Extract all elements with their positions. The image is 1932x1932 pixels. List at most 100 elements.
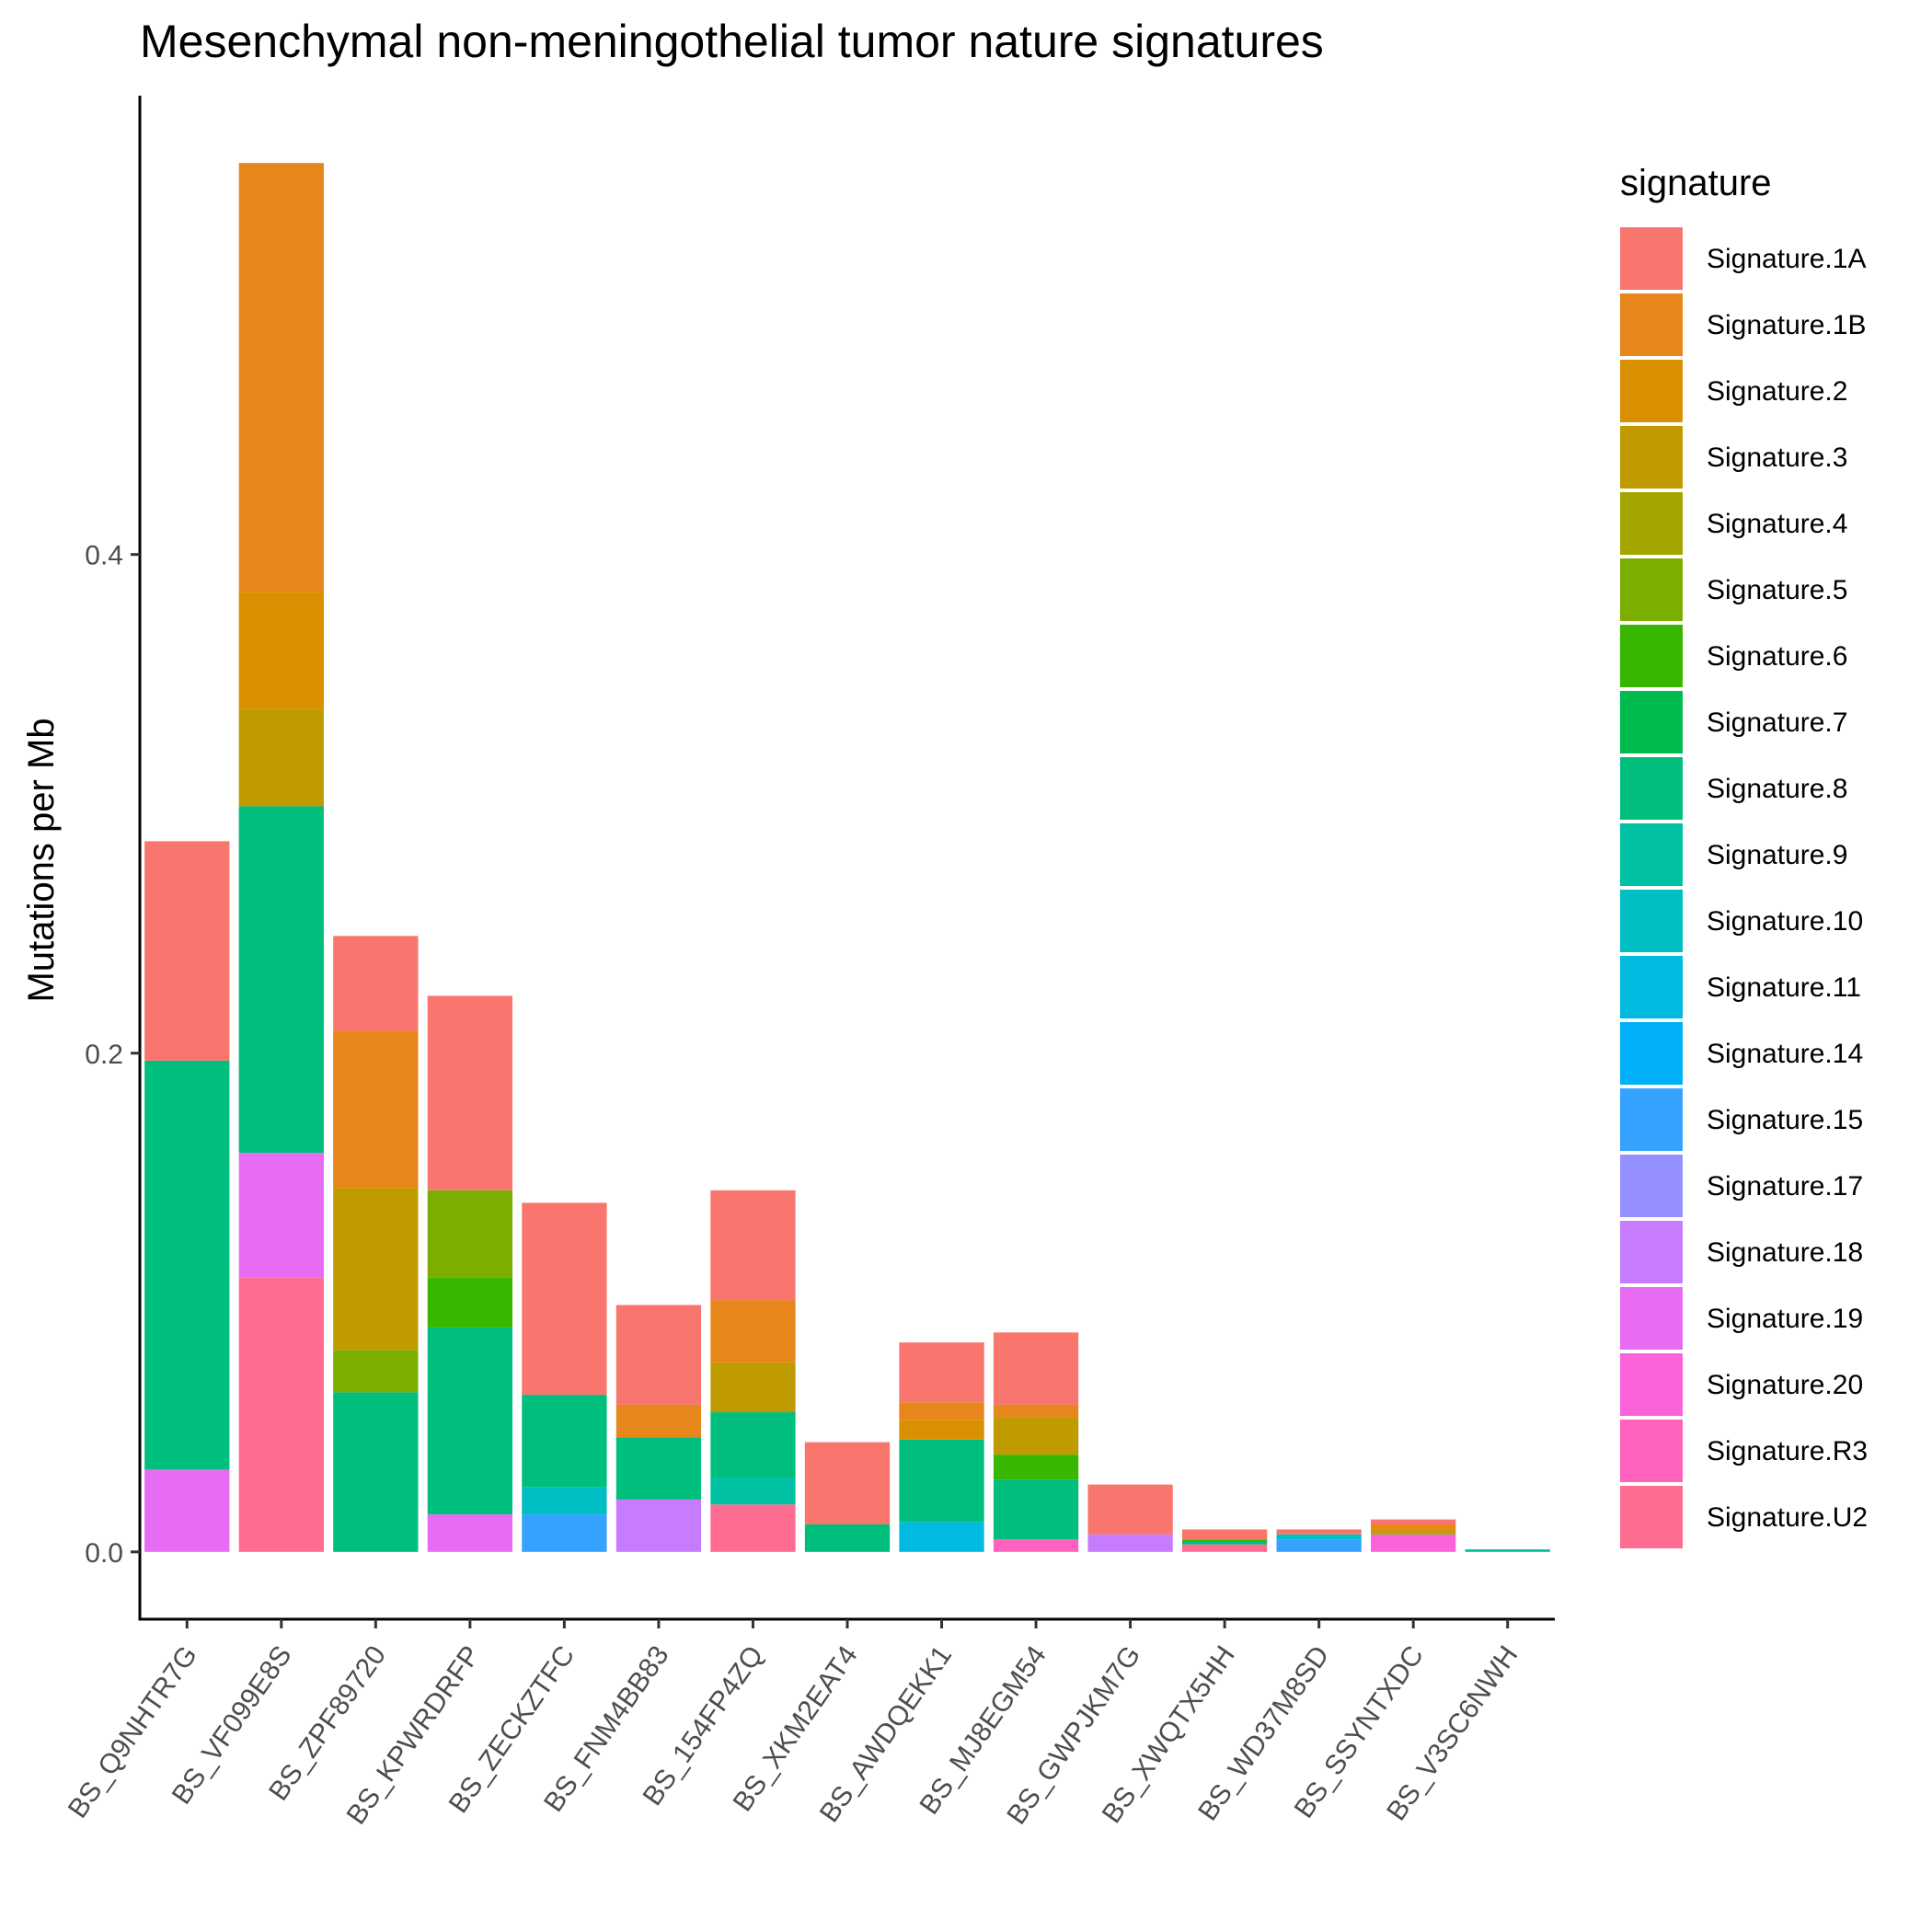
bar-segment xyxy=(710,1412,796,1478)
bar-segment xyxy=(804,1524,891,1552)
legend-label: Signature.2 xyxy=(1707,376,1847,407)
bar-segment xyxy=(144,841,230,1061)
bar-segment xyxy=(993,1404,1079,1418)
legend-label: Signature.14 xyxy=(1707,1039,1863,1069)
bar-segment xyxy=(522,1395,607,1488)
bar-segment xyxy=(993,1539,1079,1552)
bar-segment xyxy=(1181,1539,1268,1542)
bar-segment xyxy=(238,708,324,807)
bar-segment xyxy=(1371,1534,1456,1552)
legend-label: Signature.5 xyxy=(1707,575,1847,605)
bar-segment xyxy=(899,1439,984,1523)
bar-segment xyxy=(1181,1544,1268,1552)
bar-segment xyxy=(615,1305,702,1405)
bar-segment xyxy=(522,1487,607,1515)
bar-segment xyxy=(1181,1541,1268,1545)
legend-swatch xyxy=(1620,227,1683,290)
legend-label: Signature.7 xyxy=(1707,707,1847,738)
bar-segment xyxy=(238,1277,324,1552)
bar-segment xyxy=(993,1479,1079,1540)
legend-label: Signature.R3 xyxy=(1707,1436,1868,1466)
legend-swatch xyxy=(1620,691,1683,753)
legend-swatch xyxy=(1620,1353,1683,1416)
bar-segment xyxy=(1465,1549,1550,1552)
bar-segment xyxy=(804,1442,891,1525)
legend-swatch xyxy=(1620,426,1683,489)
legend-label: Signature.8 xyxy=(1707,774,1847,804)
bar-segment xyxy=(899,1522,984,1552)
bars-layer xyxy=(144,163,1550,1552)
y-tick-label: 0.2 xyxy=(85,1040,123,1070)
legend-swatch xyxy=(1620,956,1683,1018)
bar-segment xyxy=(238,1153,324,1278)
bar-segment xyxy=(1276,1534,1362,1540)
bar-segment xyxy=(1371,1524,1456,1530)
legend-swatch xyxy=(1620,360,1683,422)
legend-label: Signature.1A xyxy=(1707,244,1866,274)
bar-segment xyxy=(427,1327,513,1515)
bar-segment xyxy=(899,1342,984,1403)
bar-segment xyxy=(333,936,419,1031)
legend-swatch xyxy=(1620,1486,1683,1548)
bar-segment xyxy=(1371,1519,1456,1525)
bar-segment xyxy=(993,1417,1079,1455)
legend-label: Signature.18 xyxy=(1707,1237,1863,1268)
bar-segment xyxy=(1371,1532,1456,1535)
bar-segment xyxy=(615,1437,702,1500)
bar-segment xyxy=(993,1455,1079,1480)
bar-segment xyxy=(144,1060,230,1470)
legend-title: signature xyxy=(1620,163,1772,203)
bar-segment xyxy=(710,1362,796,1413)
bar-segment xyxy=(1276,1539,1362,1552)
legend-label: Signature.4 xyxy=(1707,509,1847,539)
legend-swatch xyxy=(1620,293,1683,356)
bar-segment xyxy=(522,1202,607,1396)
legend-label: Signature.15 xyxy=(1707,1105,1863,1135)
legend-label: Signature.17 xyxy=(1707,1171,1863,1202)
bar-segment xyxy=(333,1392,419,1552)
bar-segment xyxy=(899,1420,984,1440)
bar-segment xyxy=(710,1504,796,1552)
legend-swatch xyxy=(1620,890,1683,952)
legend-swatch xyxy=(1620,1420,1683,1482)
y-tick-label: 0.4 xyxy=(85,541,123,571)
legend-swatch xyxy=(1620,558,1683,621)
y-axis-title: Mutations per Mb xyxy=(21,718,62,1002)
bar-segment xyxy=(1371,1529,1456,1533)
legend: Signature.1A Signature.1B Signature.2 Signa… xyxy=(1620,227,1868,1548)
legend-swatch xyxy=(1620,1155,1683,1217)
bar-segment xyxy=(238,592,324,709)
legend-swatch xyxy=(1620,1287,1683,1350)
bar-segment xyxy=(522,1514,607,1552)
legend-swatch xyxy=(1620,1088,1683,1151)
legend-swatch xyxy=(1620,1022,1683,1085)
bar-segment xyxy=(427,1514,513,1552)
legend-label: Signature.U2 xyxy=(1707,1502,1868,1533)
bar-segment xyxy=(710,1190,796,1301)
bar-segment xyxy=(899,1402,984,1420)
legend-label: Signature.1B xyxy=(1707,310,1866,340)
bar-segment xyxy=(427,995,513,1190)
legend-swatch xyxy=(1620,823,1683,886)
legend-label: Signature.11 xyxy=(1707,972,1861,1003)
bar-segment xyxy=(1276,1529,1362,1535)
legend-label: Signature.9 xyxy=(1707,840,1847,870)
bar-segment xyxy=(144,1469,230,1552)
legend-swatch xyxy=(1620,492,1683,555)
bar-segment xyxy=(238,806,324,1154)
legend-swatch xyxy=(1620,625,1683,687)
bar-segment xyxy=(1087,1484,1173,1535)
bar-segment xyxy=(427,1277,513,1328)
legend-label: Signature.20 xyxy=(1707,1370,1863,1400)
bar-segment xyxy=(993,1332,1079,1405)
legend-swatch xyxy=(1620,1221,1683,1283)
bar-segment xyxy=(615,1404,702,1438)
bar-segment xyxy=(238,163,324,592)
bar-segment xyxy=(1181,1529,1268,1540)
bar-segment xyxy=(1087,1534,1173,1552)
legend-label: Signature.19 xyxy=(1707,1304,1863,1334)
bar-segment xyxy=(333,1350,419,1393)
legend-label: Signature.6 xyxy=(1707,641,1847,672)
legend-label: Signature.3 xyxy=(1707,443,1847,473)
